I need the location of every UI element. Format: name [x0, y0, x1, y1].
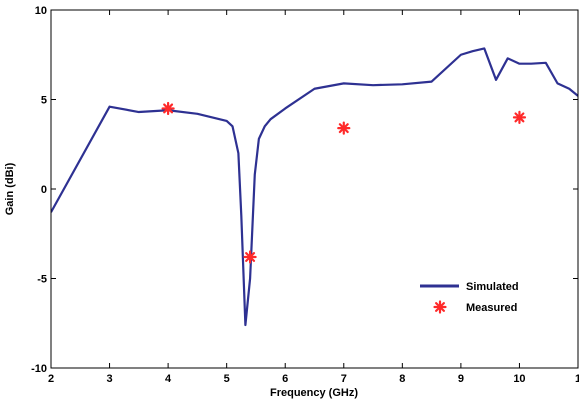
plot-area-background: [51, 10, 578, 368]
x-tick-label: 4: [165, 373, 172, 385]
legend: Simulated Measured: [420, 281, 519, 314]
x-tick-label: 1: [575, 373, 579, 385]
series-line-simulated: [51, 47, 578, 327]
y-tick-label: -5: [37, 274, 47, 286]
x-axis-title: Frequency (GHz): [270, 387, 358, 399]
legend-label-measured: Measured: [466, 302, 517, 314]
x-tick-label: 3: [106, 373, 112, 385]
y-tick-label: 10: [35, 5, 47, 17]
x-tick-label: 2: [48, 373, 54, 385]
x-tick-labels: 2 3 4 5 6 7 8 9 10 1: [48, 373, 579, 385]
plot-frame: [50, 9, 579, 369]
x-tick-label: 9: [458, 373, 464, 385]
measured-point: [512, 110, 527, 125]
measured-point: [243, 250, 257, 264]
series-layer: [51, 47, 578, 327]
y-tick-labels: -10 -5 0 5 10: [31, 5, 47, 375]
legend-label-simulated: Simulated: [466, 281, 519, 293]
measured-point: [337, 121, 351, 135]
measured-point: [161, 101, 175, 116]
x-tick-label: 7: [341, 373, 347, 385]
x-tick-label: 6: [282, 373, 288, 385]
x-tick-label: 8: [399, 373, 405, 385]
y-axis-title: Gain (dBi): [4, 162, 16, 215]
y-tick-label: 0: [41, 184, 47, 196]
x-tick-label: 10: [513, 373, 525, 385]
y-tick-label: 5: [41, 95, 47, 107]
legend-asterisk: [433, 300, 447, 314]
x-tick-label: 5: [224, 373, 230, 385]
legend-marker-measured: [433, 300, 447, 314]
y-tick-label: -10: [31, 363, 47, 375]
